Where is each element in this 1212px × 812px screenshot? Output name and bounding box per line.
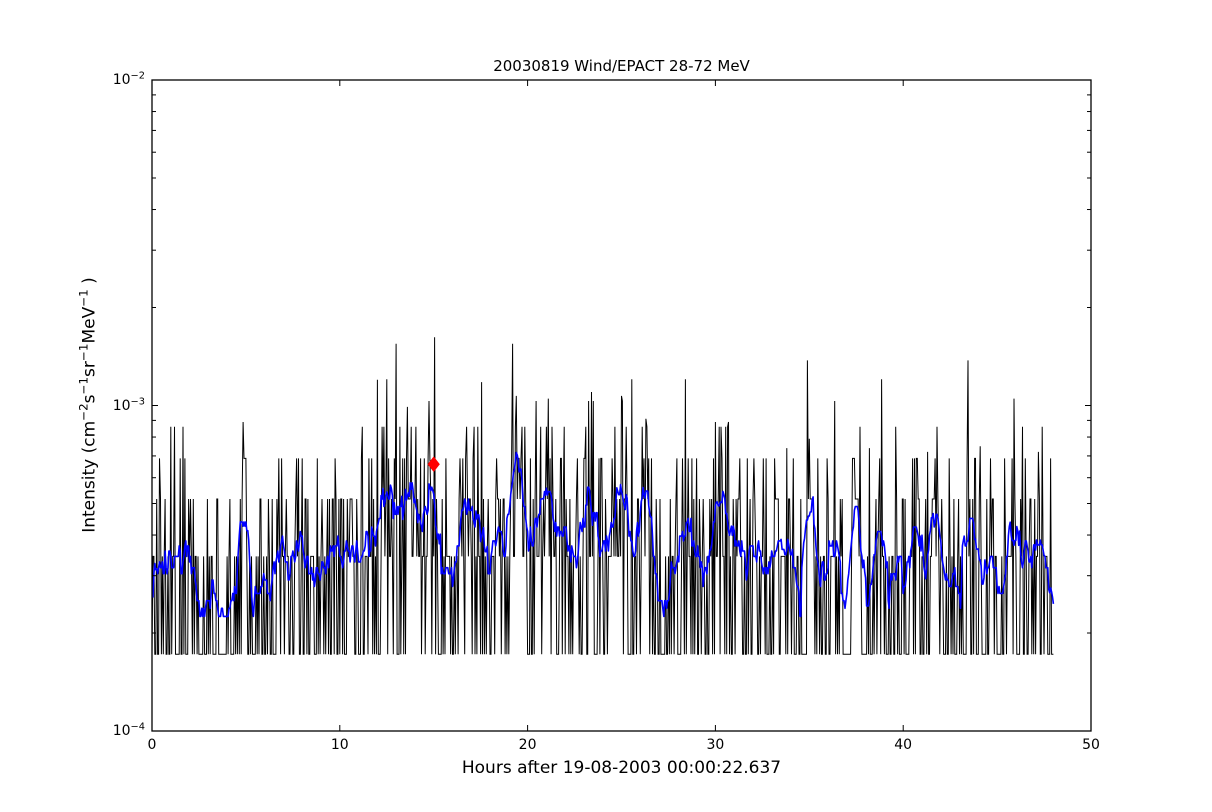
x-tick-label: 20 — [518, 737, 537, 753]
x-tick-label: 30 — [706, 737, 725, 753]
series-smoothed-line — [152, 451, 1055, 618]
plot-title: 20030819 Wind/EPACT 28-72 MeV — [493, 57, 750, 75]
event-marker-diamond — [427, 456, 440, 473]
y-tick-label: 10−4 — [112, 721, 145, 739]
x-axis-label: Hours after 19-08-2003 00:00:22.637 — [461, 758, 782, 778]
x-tick-label: 40 — [894, 737, 913, 753]
x-tick-label: 50 — [1082, 737, 1100, 753]
series-flux-line — [152, 337, 1054, 655]
y-tick-label: 10−3 — [112, 395, 145, 414]
y-tick-label: 10−2 — [112, 70, 145, 88]
x-tick-label: 10 — [330, 737, 349, 753]
x-tick-label: 0 — [147, 737, 157, 753]
